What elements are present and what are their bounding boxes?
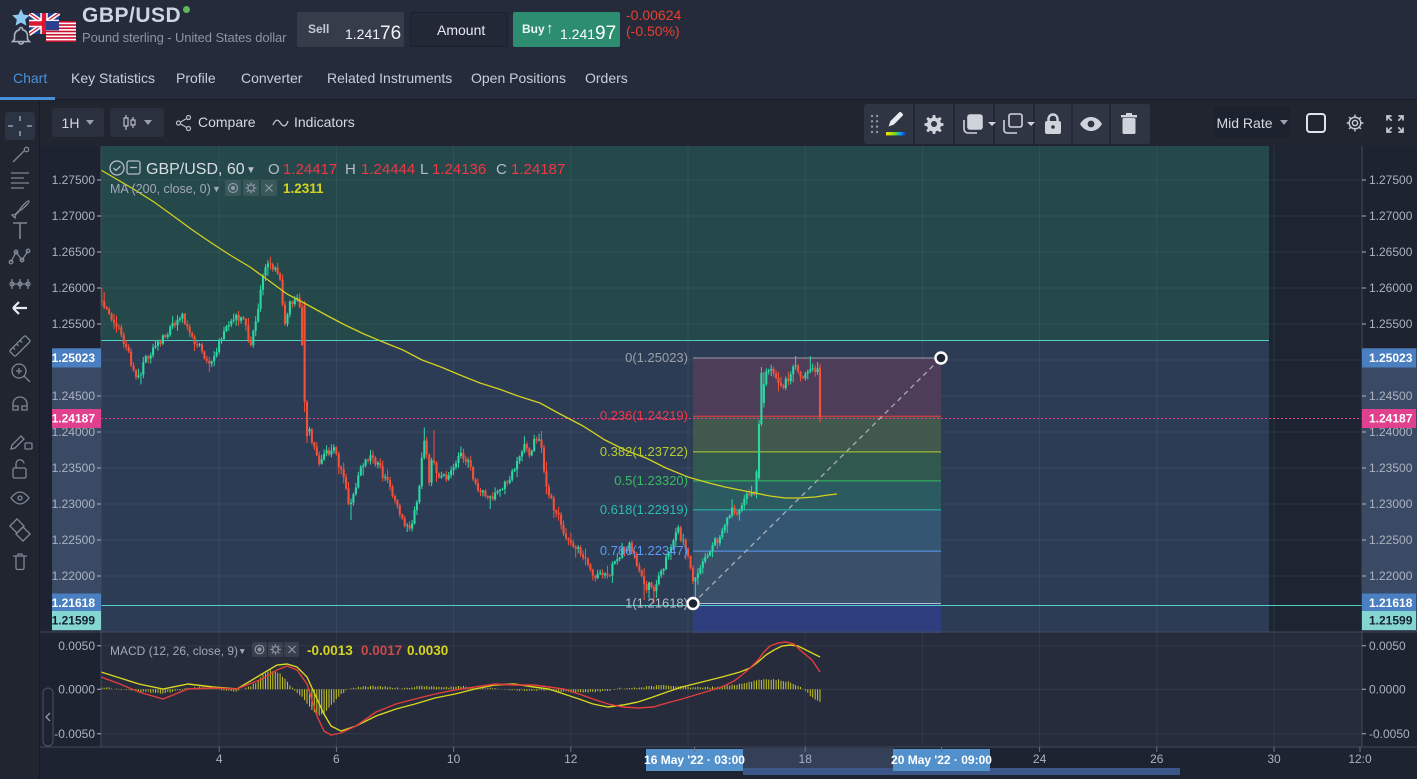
svg-text:1.27500: 1.27500 <box>1369 173 1413 187</box>
svg-text:0.236(1.24219): 0.236(1.24219) <box>600 408 688 423</box>
svg-text:1.23500: 1.23500 <box>52 461 96 475</box>
svg-text:1.24136: 1.24136 <box>432 161 486 178</box>
svg-text:16 May '22 · 03:00: 16 May '22 · 03:00 <box>644 753 745 767</box>
svg-text:1.21599: 1.21599 <box>1369 614 1413 628</box>
svg-text:1.23000: 1.23000 <box>1369 497 1413 511</box>
svg-text:26: 26 <box>1150 752 1164 766</box>
svg-text:1.25023: 1.25023 <box>52 351 96 365</box>
svg-text:-0.0013: -0.0013 <box>307 643 353 658</box>
svg-text:C: C <box>496 161 507 178</box>
svg-text:30: 30 <box>1267 752 1281 766</box>
svg-text:0.0000: 0.0000 <box>1369 682 1406 696</box>
svg-text:-0.0050: -0.0050 <box>54 727 95 741</box>
svg-text:1.26500: 1.26500 <box>1369 245 1413 259</box>
svg-text:1.21618: 1.21618 <box>1369 596 1413 610</box>
svg-text:MA (200, close, 0): MA (200, close, 0) <box>110 182 211 196</box>
svg-text:1.25500: 1.25500 <box>52 317 96 331</box>
svg-text:0.0050: 0.0050 <box>58 639 95 653</box>
svg-text:1.26000: 1.26000 <box>1369 281 1413 295</box>
svg-text:GBP/USD, 60: GBP/USD, 60 <box>146 161 245 178</box>
svg-text:12: 12 <box>564 752 578 766</box>
svg-text:1.24187: 1.24187 <box>52 412 96 426</box>
svg-text:O: O <box>268 161 280 178</box>
svg-text:1.23000: 1.23000 <box>52 497 96 511</box>
svg-text:1.22500: 1.22500 <box>1369 533 1413 547</box>
svg-text:MACD (12, 26, close, 9): MACD (12, 26, close, 9) <box>110 644 238 658</box>
svg-text:1.24417: 1.24417 <box>283 161 337 178</box>
svg-text:1.24444: 1.24444 <box>361 161 415 178</box>
svg-text:1.27500: 1.27500 <box>52 173 96 187</box>
svg-text:0.0030: 0.0030 <box>407 643 448 658</box>
svg-text:1.27000: 1.27000 <box>52 209 96 223</box>
svg-text:0.786(1.22347): 0.786(1.22347) <box>600 543 688 558</box>
svg-text:1.24187: 1.24187 <box>1369 412 1413 426</box>
svg-text:4: 4 <box>216 752 223 766</box>
svg-text:1.26500: 1.26500 <box>52 245 96 259</box>
svg-text:1.25500: 1.25500 <box>1369 317 1413 331</box>
svg-text:1.22000: 1.22000 <box>52 569 96 583</box>
svg-text:1.25023: 1.25023 <box>1369 351 1413 365</box>
svg-text:1.24000: 1.24000 <box>1369 425 1413 439</box>
svg-text:1.24500: 1.24500 <box>52 389 96 403</box>
svg-text:0(1.25023): 0(1.25023) <box>625 350 688 365</box>
svg-text:▼: ▼ <box>246 165 256 176</box>
svg-text:▼: ▼ <box>212 184 221 194</box>
svg-text:24: 24 <box>1033 752 1047 766</box>
svg-text:1.2311: 1.2311 <box>283 181 324 196</box>
svg-text:L: L <box>420 161 428 178</box>
svg-text:1(1.21618): 1(1.21618) <box>625 596 688 611</box>
svg-text:1.23500: 1.23500 <box>1369 461 1413 475</box>
svg-text:6: 6 <box>333 752 340 766</box>
svg-text:-0.0050: -0.0050 <box>1369 727 1410 741</box>
svg-text:▼: ▼ <box>238 646 246 656</box>
svg-text:H: H <box>345 161 356 178</box>
svg-text:0.0017: 0.0017 <box>361 643 402 658</box>
svg-text:0.382(1.23722): 0.382(1.23722) <box>600 444 688 459</box>
svg-text:1.21618: 1.21618 <box>52 596 96 610</box>
svg-text:20 May '22 · 09:00: 20 May '22 · 09:00 <box>891 753 992 767</box>
svg-text:10: 10 <box>447 752 461 766</box>
svg-text:1.24187: 1.24187 <box>511 161 565 178</box>
svg-text:1.21599: 1.21599 <box>52 614 96 628</box>
svg-text:1.24500: 1.24500 <box>1369 389 1413 403</box>
svg-text:18: 18 <box>799 752 813 766</box>
svg-text:1.26000: 1.26000 <box>52 281 96 295</box>
svg-text:12:0: 12:0 <box>1348 752 1372 766</box>
svg-text:0.0050: 0.0050 <box>1369 639 1406 653</box>
svg-text:1.22000: 1.22000 <box>1369 569 1413 583</box>
svg-text:1.24000: 1.24000 <box>52 425 96 439</box>
svg-text:1.22500: 1.22500 <box>52 533 96 547</box>
svg-text:0.5(1.23320): 0.5(1.23320) <box>614 473 688 488</box>
svg-text:0.618(1.22919): 0.618(1.22919) <box>600 502 688 517</box>
svg-text:1.27000: 1.27000 <box>1369 209 1413 223</box>
svg-text:0.0000: 0.0000 <box>58 682 95 696</box>
